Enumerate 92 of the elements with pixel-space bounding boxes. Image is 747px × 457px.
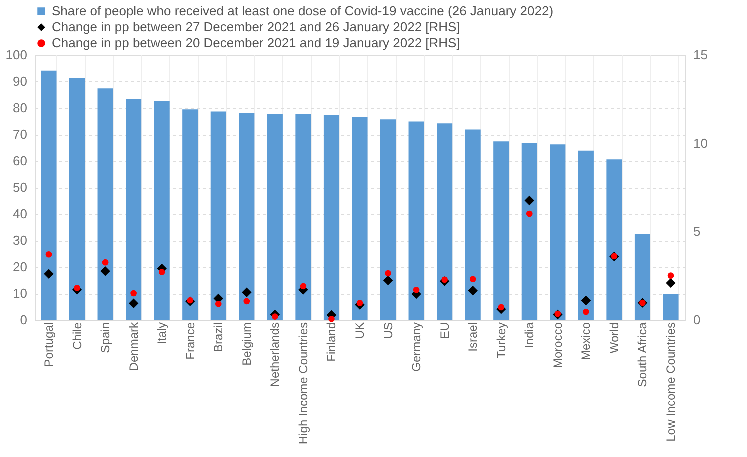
y-tick-label: 50 xyxy=(13,180,28,195)
y2-tick-label: 15 xyxy=(694,48,708,62)
point xyxy=(130,290,137,297)
x-tick-label: Denmark xyxy=(126,322,141,372)
y-tick-label: 70 xyxy=(13,127,28,142)
y-tick-label: 90 xyxy=(13,74,28,89)
bar xyxy=(182,110,198,320)
point xyxy=(468,286,478,296)
point xyxy=(581,296,592,306)
y-tick-label: 10 xyxy=(13,286,28,301)
x-tick-label: Finland xyxy=(324,322,339,362)
x-tick-label: Chile xyxy=(70,322,84,350)
legend-label: Share of people who received at least one dose of Covid-19 vaccine (26 January 2022) xyxy=(52,4,554,18)
point xyxy=(583,308,590,316)
bar xyxy=(494,142,510,320)
y2-tick-label: 10 xyxy=(694,136,708,151)
x-tick-label: Morocco xyxy=(550,322,565,369)
point xyxy=(242,288,252,298)
point xyxy=(244,298,250,305)
point xyxy=(498,304,505,311)
y-tick-label: 20 xyxy=(13,260,28,274)
bar xyxy=(465,130,481,320)
x-tick-label: India xyxy=(522,322,537,349)
y-tick-label: 80 xyxy=(13,100,28,116)
x-tick-label: EU xyxy=(438,322,452,340)
point xyxy=(300,283,307,290)
bar xyxy=(69,78,86,320)
y2-tick-label: 5 xyxy=(694,224,701,240)
x-tick-label: UK xyxy=(353,322,367,340)
point xyxy=(356,300,364,306)
x-tick-label: Spain xyxy=(98,322,113,354)
bar xyxy=(239,113,255,320)
bar xyxy=(126,100,142,320)
point xyxy=(413,286,420,294)
bar xyxy=(154,101,170,320)
point xyxy=(158,269,166,276)
point xyxy=(524,196,535,206)
bar xyxy=(380,120,396,320)
bar xyxy=(408,122,424,320)
x-tick-label: Germany xyxy=(410,322,424,372)
y-tick-label: 100 xyxy=(6,48,28,62)
bar xyxy=(437,124,453,320)
x-tick-label: France xyxy=(183,322,198,360)
legend-label: Change in pp between 27 December 2021 and 26 January 2022 [RHS] xyxy=(52,20,460,34)
x-tick-label: Turkey xyxy=(494,322,508,359)
point xyxy=(442,276,448,284)
bar xyxy=(578,150,594,320)
point xyxy=(328,316,335,322)
bar xyxy=(352,117,368,320)
point xyxy=(526,210,533,218)
x-tick-label: South Africa xyxy=(636,322,650,388)
x-tick-label: World xyxy=(607,322,622,354)
point xyxy=(100,266,110,276)
point xyxy=(44,269,54,279)
bar xyxy=(606,160,622,320)
point xyxy=(666,278,676,288)
bar xyxy=(550,144,566,320)
x-tick-label: Netherlands xyxy=(268,322,282,388)
point xyxy=(272,314,278,320)
bar xyxy=(267,114,283,320)
x-tick-label: Portugal xyxy=(42,322,56,368)
point xyxy=(102,259,109,266)
x-tick-label: High Income Countries xyxy=(296,322,310,445)
point xyxy=(46,251,52,258)
point xyxy=(128,298,139,308)
y-tick-label: 30 xyxy=(13,233,28,248)
bar xyxy=(98,88,114,320)
x-tick-label: Italy xyxy=(155,322,170,345)
bar xyxy=(634,234,651,320)
point xyxy=(187,297,194,304)
legend-label: Change in pp between 20 December 2021 and 19 January 2022 [RHS] xyxy=(52,36,460,50)
point xyxy=(470,276,476,283)
x-tick-label: Israel xyxy=(466,322,480,352)
point xyxy=(215,300,222,308)
bar xyxy=(41,70,57,320)
y-tick-label: 60 xyxy=(13,154,28,168)
y2-tick-label: 0 xyxy=(694,312,701,328)
x-tick-label: Mexico xyxy=(579,322,594,361)
bar xyxy=(522,142,538,320)
bar xyxy=(324,115,340,320)
x-tick-label: Brazil xyxy=(212,322,226,353)
x-tick-label: Belgium xyxy=(240,322,254,366)
y-tick-label: 0 xyxy=(20,312,28,328)
point xyxy=(668,272,674,279)
bar xyxy=(663,294,679,320)
y-tick-label: 40 xyxy=(13,206,28,222)
x-tick-label: Low Income Countries xyxy=(664,322,678,442)
bar xyxy=(296,114,312,320)
point xyxy=(383,276,394,286)
bar xyxy=(210,112,226,320)
x-tick-label: US xyxy=(381,322,396,340)
point xyxy=(385,270,392,277)
